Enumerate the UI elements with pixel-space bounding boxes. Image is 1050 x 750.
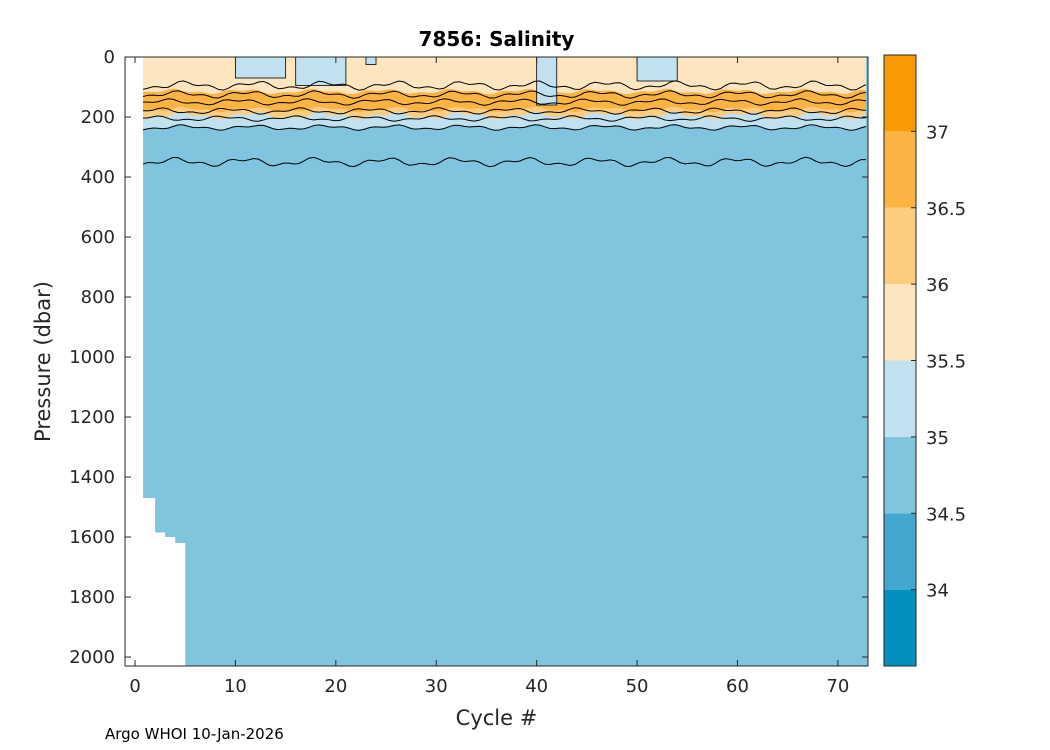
y-tick-label: 800 [81, 287, 115, 308]
isohaline-line [143, 107, 867, 115]
colorbar-segment [884, 436, 916, 514]
y-tick-label: 600 [81, 227, 115, 248]
x-tick-label: 60 [726, 676, 749, 697]
colorbar-segment [884, 284, 916, 361]
chart-title: 7856: Salinity [419, 27, 575, 51]
y-tick-label: 1800 [69, 587, 115, 608]
colorbar-segment [884, 207, 916, 285]
isohaline-350-line [142, 156, 866, 168]
y-tick-label: 400 [81, 167, 115, 188]
y-tick-label: 2000 [69, 647, 115, 668]
colorbar-segment [884, 589, 916, 666]
colorbar-tick-label: 37 [926, 122, 949, 143]
colorbar-segment [884, 55, 916, 132]
colorbar-tick-label: 35.5 [926, 352, 966, 373]
colorbar-tick-label: 34.5 [926, 504, 966, 525]
x-tick-label: 50 [626, 676, 649, 697]
fresh-surface-patch [365, 56, 377, 65]
x-tick-label: 10 [224, 676, 247, 697]
x-tick-label: 0 [129, 676, 140, 697]
isohaline-line [143, 98, 867, 106]
y-tick-label: 1400 [69, 467, 115, 488]
deep-water-layer [143, 57, 868, 666]
fresh-surface-patch [235, 56, 287, 79]
isohaline-line [142, 80, 867, 91]
x-tick-label: 40 [525, 676, 548, 697]
colorbar-tick-label: 34 [926, 581, 949, 602]
x-tick-label: 20 [324, 676, 347, 697]
x-axis-label: Cycle # [456, 706, 538, 730]
y-tick-label: 1000 [69, 347, 115, 368]
colorbar-tick-label: 36 [926, 275, 949, 296]
y-tick-label: 200 [81, 107, 115, 128]
x-tick-label: 30 [425, 676, 448, 697]
colorbar-segment [884, 131, 916, 208]
colorbar-segment [884, 360, 916, 437]
isohaline-line [143, 115, 867, 122]
isohaline-line [142, 90, 867, 99]
fresh-surface-patch [636, 56, 678, 82]
plot-frame [124, 56, 869, 667]
y-tick-label: 1600 [69, 527, 115, 548]
colorbar-tick-label: 36.5 [926, 199, 966, 220]
x-tick-label: 70 [826, 676, 849, 697]
footer-credit: Argo WHOI 10-Jan-2026 [105, 725, 284, 743]
colorbar-segment [884, 513, 916, 590]
isohaline-line [142, 124, 867, 131]
y-tick-label: 1200 [69, 407, 115, 428]
y-tick-label: 0 [104, 47, 115, 68]
y-axis-label: Pressure (dbar) [31, 281, 55, 442]
colorbar-tick-label: 35 [926, 428, 949, 449]
